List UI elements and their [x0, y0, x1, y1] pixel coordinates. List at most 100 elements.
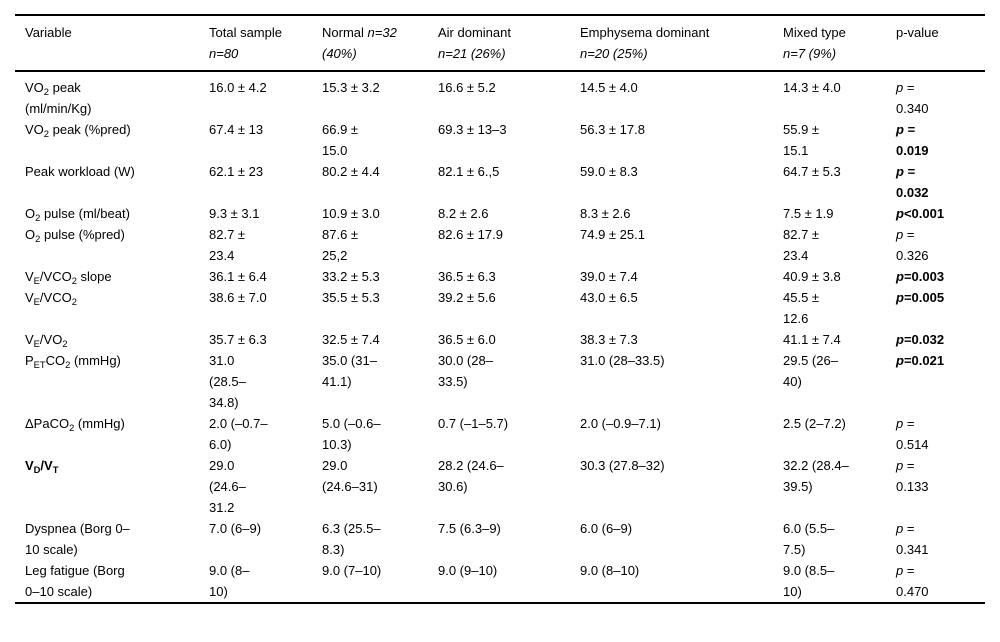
- cell-emphysema: 14.5 ± 4.0: [580, 80, 638, 95]
- cell-mixed: 82.7 ±23.4: [783, 227, 820, 263]
- cell-total: 29.0 (24.6– 31.2: [209, 458, 246, 515]
- table-row: Leg fatigue (Borg 0–10 scale) 9.0 (8– 10) 9.…: [15, 560, 985, 603]
- cell-normal: 15.3 ± 3.2: [322, 80, 380, 95]
- cell-air: 0.7 (–1–5.7): [438, 416, 509, 431]
- cell-p: p = 0.019: [896, 122, 929, 158]
- cell-total: 67.4 ± 13: [209, 122, 264, 137]
- cell-p: p = 0.514: [896, 416, 929, 452]
- cell-emphysema: 6.0 (6–9): [580, 521, 633, 536]
- cell-emphysema: 38.3 ± 7.3: [580, 332, 638, 347]
- cell-p: p = 0.341: [896, 521, 929, 557]
- cell-emphysema: 9.0 (8–10): [580, 563, 640, 578]
- cell-p: p=0.032: [896, 332, 945, 347]
- cell-variable: VO2 peak (%pred): [25, 122, 131, 140]
- cell-emphysema: 8.3 ± 2.6: [580, 206, 631, 221]
- cell-variable: VD/VT: [25, 458, 59, 476]
- cell-variable: VO2 peak (ml/min/Kg): [25, 80, 92, 116]
- cell-air: 16.6 ± 5.2: [438, 80, 496, 95]
- cell-mixed: 32.2 (28.4– 39.5): [783, 458, 849, 494]
- cell-total: 9.3 ± 3.1: [209, 206, 260, 221]
- table-row: VE/VCO2 slope 36.1 ± 6.4 33.2 ± 5.3 36.5 ± …: [15, 266, 985, 287]
- cell-variable: VE/VCO2: [25, 290, 77, 308]
- cell-total: 9.0 (8– 10): [209, 563, 250, 599]
- cell-normal: 32.5 ± 7.4: [322, 332, 380, 347]
- cell-emphysema: 2.0 (–0.9–7.1): [580, 416, 661, 431]
- cell-variable: O2 pulse (%pred): [25, 227, 125, 245]
- cell-normal: 6.3 (25.5– 8.3): [322, 521, 381, 557]
- cell-air: 69.3 ± 13–3: [438, 122, 507, 137]
- cell-variable: ΔPaCO2 (mmHg): [25, 416, 125, 434]
- cell-mixed: 45.5 ±12.6: [783, 290, 820, 326]
- column-header-mixed-type: Mixed type n=7 (9%): [783, 15, 896, 72]
- table-row: Dyspnea (Borg 0– 10 scale) 7.0 (6–9) 6.3 (2…: [15, 518, 985, 560]
- cell-emphysema: 59.0 ± 8.3: [580, 164, 638, 179]
- cell-mixed: 9.0 (8.5– 10): [783, 563, 835, 599]
- column-header-p-value: p-value: [896, 15, 985, 72]
- header-row: Variable Total sample n=80 Normal n=32 (40…: [15, 15, 985, 72]
- cell-mixed: 7.5 ± 1.9: [783, 206, 834, 221]
- cell-air: 9.0 (9–10): [438, 563, 498, 578]
- table-row: ΔPaCO2 (mmHg) 2.0 (–0.7– 6.0) 5.0 (–0.6– 10.…: [15, 413, 985, 455]
- cell-normal: 5.0 (–0.6– 10.3): [322, 416, 381, 452]
- table-row: VE/VO2 35.7 ± 6.3 32.5 ± 7.4 36.5 ± 6.0 38.3…: [15, 329, 985, 350]
- cell-air: 82.1 ± 6.,5: [438, 164, 500, 179]
- cell-mixed: 29.5 (26– 40): [783, 353, 838, 389]
- cell-normal: 10.9 ± 3.0: [322, 206, 380, 221]
- table-row: VO2 peak (%pred) 67.4 ± 13 66.9 ±15.0 69.3 …: [15, 119, 985, 161]
- cell-air: 30.0 (28– 33.5): [438, 353, 493, 389]
- table-header: Variable Total sample n=80 Normal n=32 (40…: [15, 15, 985, 72]
- cell-mixed: 41.1 ± 7.4: [783, 332, 841, 347]
- cell-variable: PETCO2 (mmHg): [25, 353, 121, 371]
- cell-mixed: 40.9 ± 3.8: [783, 269, 841, 284]
- table-row: VE/VCO2 38.6 ± 7.0 35.5 ± 5.3 39.2 ± 5.6 43.…: [15, 287, 985, 329]
- cell-p: p = 0.032: [896, 164, 929, 200]
- cell-mixed: 6.0 (5.5– 7.5): [783, 521, 835, 557]
- cell-air: 82.6 ± 17.9: [438, 227, 503, 242]
- column-header-variable: Variable: [15, 15, 209, 72]
- cell-variable: O2 pulse (ml/beat): [25, 206, 130, 224]
- cell-normal: 33.2 ± 5.3: [322, 269, 380, 284]
- cell-variable: VE/VCO2 slope: [25, 269, 112, 287]
- cell-mixed: 64.7 ± 5.3: [783, 164, 841, 179]
- cell-normal: 87.6 ±25,2: [322, 227, 359, 263]
- cell-p: p = 0.340: [896, 80, 929, 116]
- cell-air: 36.5 ± 6.3: [438, 269, 496, 284]
- cell-emphysema: 31.0 (28–33.5): [580, 353, 665, 368]
- column-header-total-sample: Total sample n=80: [209, 15, 322, 72]
- cell-emphysema: 43.0 ± 6.5: [580, 290, 638, 305]
- cell-normal: 9.0 (7–10): [322, 563, 382, 578]
- cell-normal: 35.0 (31– 41.1): [322, 353, 377, 389]
- table-row: O2 pulse (ml/beat) 9.3 ± 3.1 10.9 ± 3.0 8.2…: [15, 203, 985, 224]
- column-header-emphysema-dominant: Emphysema dominant n=20 (25%): [580, 15, 783, 72]
- cell-normal: 35.5 ± 5.3: [322, 290, 380, 305]
- cell-normal: 80.2 ± 4.4: [322, 164, 380, 179]
- cell-mixed: 55.9 ±15.1: [783, 122, 820, 158]
- cell-p: p=0.021: [896, 353, 945, 368]
- results-table: Variable Total sample n=80 Normal n=32 (40…: [15, 14, 985, 604]
- cell-total: 7.0 (6–9): [209, 521, 262, 536]
- cell-emphysema: 30.3 (27.8–32): [580, 458, 665, 473]
- cell-p: p = 0.470: [896, 563, 929, 599]
- table-row: VO2 peak (ml/min/Kg) 16.0 ± 4.2 15.3 ± 3.2 1…: [15, 71, 985, 119]
- cell-total: 35.7 ± 6.3: [209, 332, 267, 347]
- cell-p: p=0.003: [896, 269, 945, 284]
- cell-p: p<0.001: [896, 206, 945, 221]
- table-row: PETCO2 (mmHg) 31.0 (28.5– 34.8) 35.0 (31– 41.…: [15, 350, 985, 413]
- table-row: Peak workload (W) 62.1 ± 23 80.2 ± 4.4 82.1…: [15, 161, 985, 203]
- cell-total: 38.6 ± 7.0: [209, 290, 267, 305]
- cell-emphysema: 39.0 ± 7.4: [580, 269, 638, 284]
- cell-p: p=0.005: [896, 290, 945, 305]
- table-row: O2 pulse (%pred) 82.7 ±23.4 87.6 ±25,2 82.6…: [15, 224, 985, 266]
- column-header-air-dominant: Air dominant n=21 (26%): [438, 15, 580, 72]
- cell-air: 7.5 (6.3–9): [438, 521, 501, 536]
- cell-total: 62.1 ± 23: [209, 164, 264, 179]
- cell-total: 16.0 ± 4.2: [209, 80, 267, 95]
- cell-emphysema: 56.3 ± 17.8: [580, 122, 645, 137]
- cell-p: p = 0.133: [896, 458, 929, 494]
- cell-normal: 29.0 (24.6–31): [322, 458, 378, 494]
- cell-variable: Leg fatigue (Borg 0–10 scale): [25, 563, 125, 599]
- cell-p: p = 0.326: [896, 227, 929, 263]
- cell-air: 39.2 ± 5.6: [438, 290, 496, 305]
- column-header-normal: Normal n=32 (40%): [322, 15, 438, 72]
